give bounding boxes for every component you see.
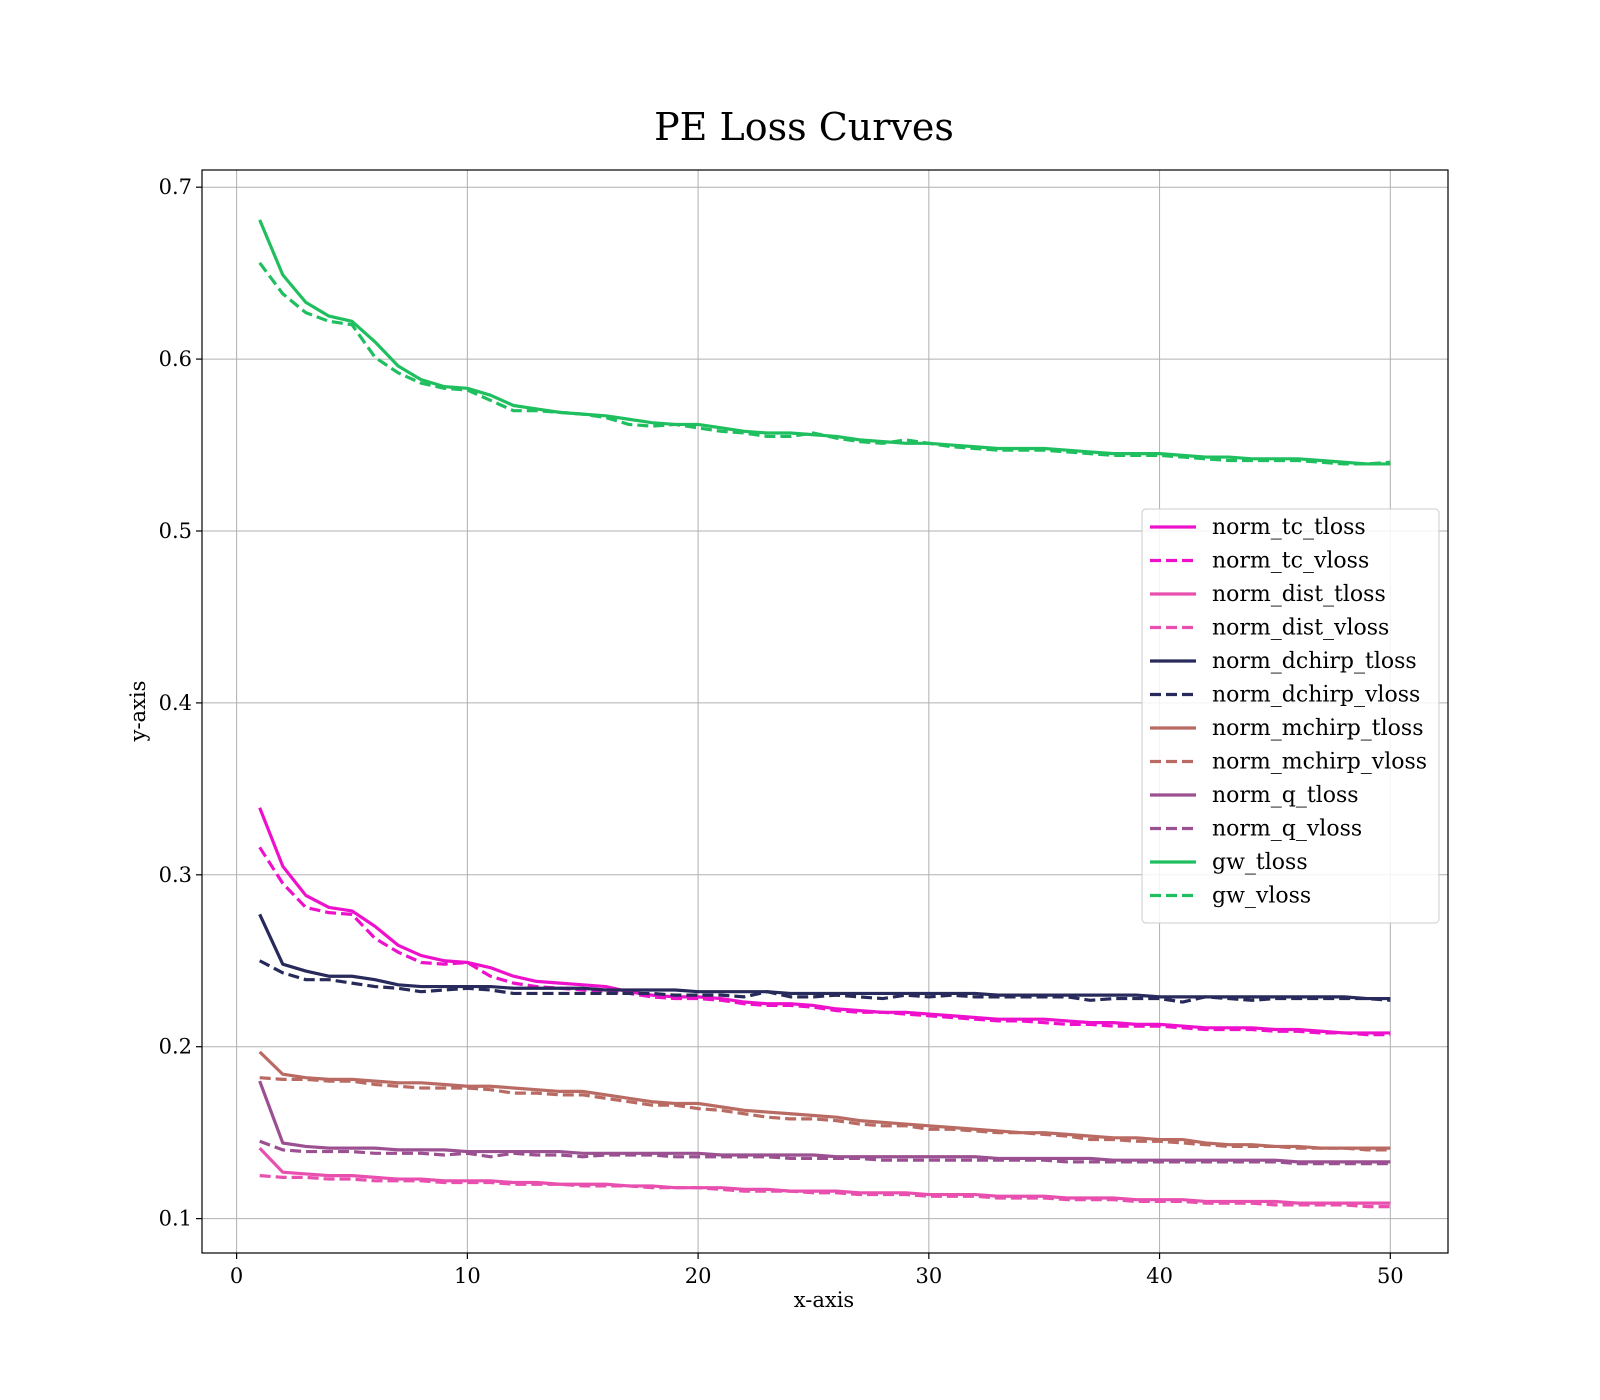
x-tick-label: 50 — [1377, 1264, 1404, 1288]
series-line-norm-tc-tloss — [258, 807, 1391, 1035]
series-line-gw-vloss — [258, 261, 1391, 466]
series-line-gw-tloss — [258, 219, 1391, 466]
legend-label: norm_dchirp_vloss — [1212, 683, 1420, 708]
legend-label: norm_q_tloss — [1212, 783, 1359, 808]
legend-label: norm_mchirp_vloss — [1212, 750, 1427, 775]
series-line-norm-q-vloss — [259, 1139, 1391, 1166]
legend-label: norm_tc_vloss — [1212, 549, 1369, 574]
x-axis-label: x-axis — [794, 1288, 854, 1312]
series-line-norm-tc-vloss — [258, 846, 1391, 1037]
legend-label: norm_dchirp_tloss — [1212, 649, 1417, 674]
series-lines — [258, 219, 1391, 1209]
plot-frame — [201, 169, 1449, 1254]
y-tick-label: 0.6 — [159, 347, 192, 371]
x-tick-label: 40 — [1146, 1264, 1173, 1288]
legend-label: gw_tloss — [1212, 850, 1308, 875]
legend-label: norm_q_vloss — [1212, 817, 1362, 842]
legend-label: norm_dist_tloss — [1212, 582, 1386, 607]
y-tick-label: 0.3 — [159, 863, 192, 887]
series-line-norm-mchirp-tloss — [258, 1050, 1391, 1150]
y-axis-label: y-axis — [126, 681, 150, 743]
y-tick-label: 0.7 — [159, 175, 192, 199]
y-tick-label: 0.1 — [159, 1207, 192, 1231]
x-tick-label: 0 — [230, 1264, 243, 1288]
legend: norm_tc_tloss norm_tc_vloss norm_dist_tlos… — [1141, 508, 1440, 924]
axis-ticks: 0 10 20 30 40 50 0.1 0.2 0.3 0.4 0.5 0.6 0.7 — [159, 175, 1404, 1288]
series-line-norm-q-tloss — [258, 1080, 1391, 1164]
legend-label: norm_dist_vloss — [1212, 616, 1389, 641]
x-tick-label: 20 — [685, 1264, 712, 1288]
series-line-norm-dchirp-vloss — [258, 959, 1391, 1004]
series-line-norm-mchirp-vloss — [259, 1076, 1391, 1152]
chart-title: PE Loss Curves — [654, 105, 954, 149]
y-tick-label: 0.2 — [159, 1035, 192, 1059]
y-tick-label: 0.4 — [159, 691, 192, 715]
x-tick-label: 10 — [454, 1264, 481, 1288]
y-tick-label: 0.5 — [159, 519, 192, 543]
legend-label: gw_vloss — [1212, 884, 1311, 909]
legend-box — [1141, 508, 1440, 924]
series-line-norm-dist-tloss — [258, 1147, 1391, 1205]
legend-label: norm_tc_tloss — [1212, 515, 1366, 540]
legend-label: norm_mchirp_tloss — [1212, 716, 1423, 741]
x-tick-label: 30 — [915, 1264, 942, 1288]
series-line-norm-dist-vloss — [259, 1174, 1391, 1209]
